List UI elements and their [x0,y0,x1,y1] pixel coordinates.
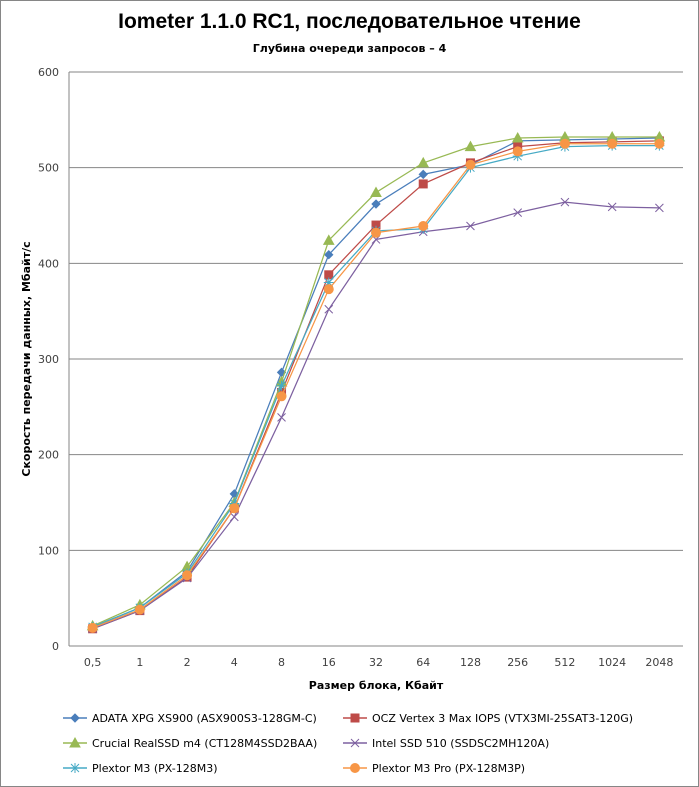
x-tick-label: 0,5 [84,656,102,669]
data-point [418,221,429,232]
series-5 [87,140,665,632]
y-tick-label: 100 [38,544,59,557]
data-point [513,208,523,217]
data-point [607,138,618,149]
series-line [92,145,660,628]
data-point [418,179,428,189]
data-point [324,250,334,260]
data-point [511,131,524,143]
x-tick-label: 64 [416,656,430,669]
data-point [466,221,475,231]
legend-label: ADATA XPG XS900 (ASX900S3-128GM-C) [92,712,317,725]
data-point [229,503,240,514]
legend-label: OCZ Vertex 3 Max IOPS (VTX3MI-25SAT3-120… [372,712,633,725]
data-point [371,227,381,238]
legend-item: OCZ Vertex 3 Max IOPS (VTX3MI-25SAT3-120… [343,712,633,725]
data-point [322,234,335,245]
x-tick-label: 2 [184,656,191,669]
legend-label: Plextor M3 Pro (PX-128M3P) [372,762,525,775]
legend-marker-icon [350,738,360,748]
data-point [560,197,570,207]
x-tick-label: 256 [507,656,528,669]
x-tick-label: 4 [231,656,238,669]
y-tick-label: 200 [38,449,59,462]
y-tick-label: 300 [38,353,59,366]
chart-subtitle: Глубина очереди запросов – 4 [252,42,447,55]
x-tick-label: 128 [460,656,481,669]
series-line [92,143,660,629]
gridlines [68,71,683,647]
data-point [464,140,477,152]
y-axis-label: Скорость передачи данных, Мбайт/с [20,241,33,476]
x-tick-label: 1024 [598,656,626,669]
data-point [182,570,193,581]
legend: ADATA XPG XS900 (ASX900S3-128GM-C) OCZ Ve… [63,712,633,775]
data-point [607,202,617,212]
legend-marker-icon [350,763,360,773]
data-point [323,284,334,295]
data-point [655,203,664,213]
data-point [134,604,145,615]
series-line [92,137,660,628]
y-axis-ticks: 0 100 200 300 400 500 600 [38,66,59,653]
data-point [559,138,570,149]
legend-marker-icon [350,713,360,723]
x-axis-ticks: 0,5 1 2 4 8 16 32 64 128 256 512 1024 2048 [84,656,674,669]
series-line [92,140,660,630]
y-tick-label: 600 [38,66,59,79]
x-tick-label: 32 [369,656,383,669]
legend-item: Crucial RealSSD m4 (CT128M4SSD2BAA) [63,736,317,750]
x-tick-label: 16 [322,656,336,669]
legend-label: Crucial RealSSD m4 (CT128M4SSD2BAA) [92,737,317,750]
data-point [512,146,523,157]
legend-item: Plextor M3 Pro (PX-128M3P) [343,762,525,775]
legend-label: Intel SSD 510 (SSDSC2MH120A) [372,737,549,750]
data-point [276,380,287,391]
legend-item: Plextor M3 (PX-128M3) [63,762,217,775]
legend-item: ADATA XPG XS900 (ASX900S3-128GM-C) [63,712,317,725]
data-point [87,622,98,633]
data-point [370,186,382,198]
legend-label: Plextor M3 (PX-128M3) [92,762,217,775]
x-axis-label: Размер блока, Кбайт [309,679,444,692]
data-point [654,138,665,149]
y-tick-label: 500 [38,162,59,175]
series-line [92,136,660,627]
x-tick-label: 8 [278,656,285,669]
legend-marker-icon [69,736,81,748]
x-tick-label: 512 [554,656,575,669]
series-6 [87,138,665,633]
data-point [371,199,381,209]
legend-marker-icon [70,763,80,773]
legend-marker-icon [70,713,80,723]
data-point [417,156,430,168]
series-line [92,201,660,630]
data-point [277,413,286,422]
legend-item: Intel SSD 510 (SSDSC2MH120A) [343,737,549,750]
data-point [324,304,334,314]
y-tick-label: 0 [52,640,59,653]
data-point [465,159,476,170]
series-1 [87,133,665,632]
y-tick-label: 400 [38,257,59,270]
data-point [229,512,239,522]
data-point [418,169,428,180]
x-tick-label: 1 [136,656,143,669]
series-group [86,131,666,634]
chart-title: Iometer 1.1.0 RC1, последовательное чтен… [118,10,581,33]
data-point [323,277,334,288]
x-tick-label: 2048 [645,656,673,669]
data-point [276,391,287,402]
series-2 [88,136,664,634]
